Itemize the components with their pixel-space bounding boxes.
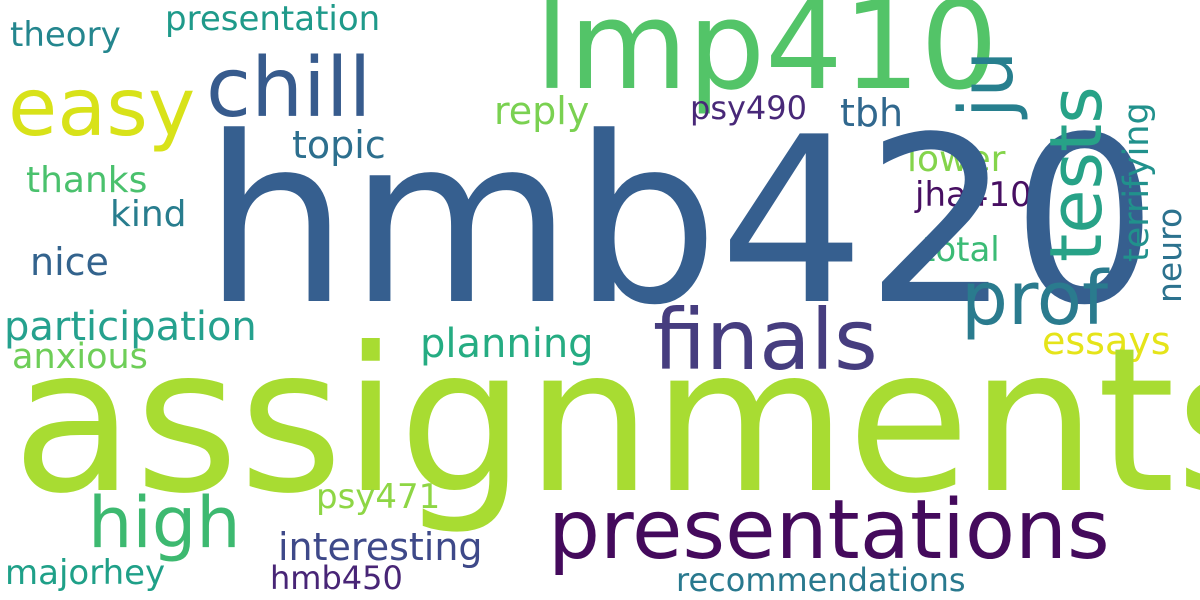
word-assignments: assignments bbox=[12, 305, 1200, 538]
word-interesting: interesting bbox=[278, 525, 483, 569]
word-total: total bbox=[922, 230, 1000, 270]
word-lmp410: lmp410 bbox=[535, 0, 999, 117]
word-thanks: thanks bbox=[26, 160, 148, 201]
word-easy: easy bbox=[8, 61, 196, 154]
word-theory: theory bbox=[10, 15, 121, 55]
word-hmb450: hmb450 bbox=[270, 559, 403, 597]
word-nice: nice bbox=[30, 240, 109, 284]
word-planning: planning bbox=[420, 321, 594, 367]
word-recommendations: recommendations bbox=[676, 561, 966, 599]
word-high: high bbox=[88, 482, 241, 564]
word-tests: tests bbox=[1034, 86, 1118, 262]
word-topic: topic bbox=[292, 123, 386, 167]
word-reply: reply bbox=[494, 89, 590, 133]
word-participation: participation bbox=[4, 304, 257, 350]
word-hmb420: hmb420 bbox=[203, 89, 1158, 356]
word-prof: prof bbox=[961, 256, 1109, 342]
word-finals: finals bbox=[653, 291, 878, 389]
word-presentations: presentations bbox=[548, 483, 1110, 578]
word-anxious: anxious bbox=[12, 337, 148, 377]
word-lower: lower bbox=[907, 139, 1006, 180]
word-chill: chill bbox=[206, 41, 372, 136]
word-psy490: psy490 bbox=[690, 89, 807, 127]
word-neuro: neuro bbox=[1150, 207, 1189, 303]
word-tbh: tbh bbox=[840, 91, 904, 135]
word-psy471: psy471 bbox=[316, 477, 441, 517]
word-essays: essays bbox=[1042, 319, 1171, 363]
word-presentation: presentation bbox=[165, 0, 381, 39]
word-kind: kind bbox=[110, 194, 187, 235]
word-jha410: jha410 bbox=[915, 175, 1032, 215]
word-majorhey: majorhey bbox=[5, 553, 166, 593]
word-ju: ju bbox=[944, 50, 1030, 118]
